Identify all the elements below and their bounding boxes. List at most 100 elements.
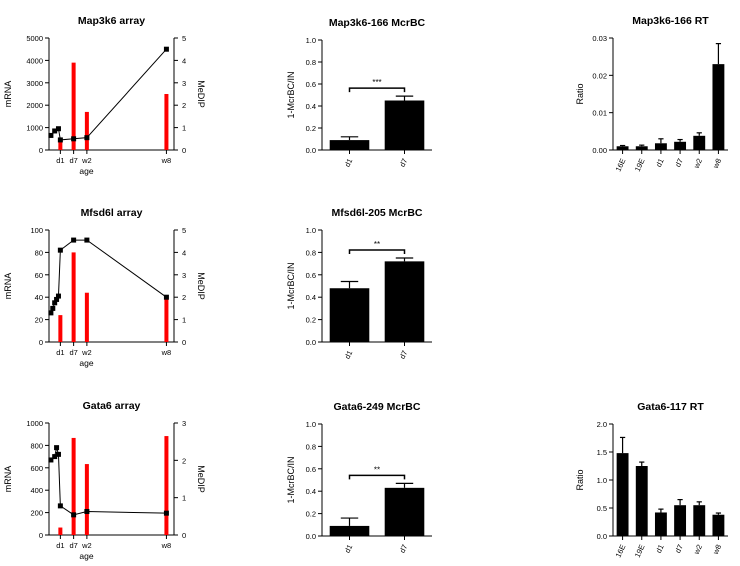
y-tick-label: 0.0 bbox=[306, 146, 316, 155]
significance-label: ** bbox=[374, 240, 380, 249]
medip-bar bbox=[84, 292, 89, 342]
x-tick-label: w2 bbox=[81, 156, 92, 165]
y-tick-label: 60 bbox=[35, 271, 43, 280]
chart-title: Gata6-117 RT bbox=[637, 401, 704, 413]
x-tick-label: w8 bbox=[161, 156, 172, 165]
mrna-point bbox=[55, 293, 61, 299]
mrna-point bbox=[52, 300, 58, 306]
significance-label: *** bbox=[372, 78, 381, 87]
y-tick-label: 20 bbox=[35, 316, 43, 325]
mrna-line bbox=[50, 48, 167, 141]
y-axis-label: 1-McrBC/IN bbox=[286, 457, 296, 504]
x-tick-label: w2 bbox=[691, 157, 704, 170]
y-tick-label: 200 bbox=[30, 509, 43, 518]
array-panel: Mfsd6l array 0 20 40 60 80 100 mRNA 0 1 2 3 4 5 MeDIP d… bbox=[3, 207, 206, 368]
y2-axis-label: MeDIP bbox=[196, 272, 206, 300]
y2-axis-label: MeDIP bbox=[196, 80, 206, 108]
bar bbox=[616, 146, 629, 150]
y-tick-label: 1.0 bbox=[306, 226, 316, 235]
mrna-point bbox=[48, 310, 54, 316]
y2-tick-label: 2 bbox=[182, 101, 186, 110]
y2-tick-label: 3 bbox=[182, 79, 186, 88]
y-axis-label: Ratio bbox=[575, 83, 585, 104]
y-tick-label: 4000 bbox=[26, 56, 43, 65]
y-tick-label: 0.6 bbox=[306, 465, 316, 474]
mrna-point bbox=[57, 247, 63, 253]
y-tick-label: 400 bbox=[30, 486, 43, 495]
y-axis-label: 1-McrBC/IN bbox=[286, 72, 296, 119]
y2-tick-label: 1 bbox=[182, 316, 186, 325]
mrna-line bbox=[50, 239, 167, 314]
mrna-point bbox=[48, 132, 54, 138]
x-tick-label: d1 bbox=[56, 541, 64, 550]
significance-label: ** bbox=[374, 465, 380, 474]
significance-bracket bbox=[348, 474, 406, 480]
y-tick-label: 1.5 bbox=[597, 448, 607, 457]
y-axis-label: mRNA bbox=[3, 466, 13, 493]
x-tick-label: d1 bbox=[654, 157, 666, 168]
bar bbox=[712, 514, 725, 536]
mrna-point bbox=[57, 137, 63, 143]
y-tick-label: 0.0 bbox=[306, 338, 316, 347]
mrna-point bbox=[163, 510, 169, 516]
y-tick-label: 0.0 bbox=[597, 532, 607, 541]
y-tick-label: 0.4 bbox=[306, 293, 316, 302]
y-tick-label: 0.01 bbox=[592, 109, 607, 118]
bar bbox=[654, 512, 667, 536]
bar bbox=[329, 525, 370, 536]
x-tick-label: d1 bbox=[56, 348, 64, 357]
y-tick-label: 0.2 bbox=[306, 316, 316, 325]
medip-bar bbox=[71, 62, 76, 150]
y-axis-label: Ratio bbox=[575, 469, 585, 490]
y-tick-label: 100 bbox=[30, 226, 43, 235]
y2-tick-label: 4 bbox=[182, 248, 186, 257]
mrna-point bbox=[55, 451, 61, 457]
mrna-point bbox=[55, 126, 61, 132]
y-tick-label: 0 bbox=[39, 531, 43, 540]
chart-title: Gata6-249 McrBC bbox=[334, 401, 421, 413]
x-tick-label: 19E bbox=[633, 157, 647, 173]
y-tick-label: 5000 bbox=[26, 34, 43, 43]
mrna-point bbox=[163, 294, 169, 300]
mrna-point bbox=[71, 512, 77, 518]
mrna-point bbox=[54, 296, 60, 302]
y-tick-label: 0.2 bbox=[306, 510, 316, 519]
y2-tick-label: 1 bbox=[182, 124, 186, 133]
x-tick-label: w8 bbox=[161, 348, 172, 357]
mrna-point bbox=[52, 454, 58, 460]
x-tick-label: d7 bbox=[398, 157, 410, 168]
y-tick-label: 2.0 bbox=[597, 420, 607, 429]
bar bbox=[384, 261, 425, 342]
y-tick-label: 0.6 bbox=[306, 80, 316, 89]
y-tick-label: 1000 bbox=[26, 419, 43, 428]
x-tick-label: d7 bbox=[69, 156, 77, 165]
medip-bar bbox=[58, 315, 63, 342]
x-tick-label: d7 bbox=[673, 157, 685, 168]
medip-bar bbox=[71, 437, 76, 535]
mrna-point bbox=[48, 457, 54, 463]
chart-title: Mfsd6l array bbox=[81, 207, 143, 219]
bar bbox=[674, 505, 687, 536]
mrna-point bbox=[50, 305, 56, 311]
y2-tick-label: 0 bbox=[182, 146, 186, 155]
x-tick-label: d1 bbox=[56, 156, 64, 165]
bar bbox=[635, 146, 648, 150]
medip-bar bbox=[164, 436, 169, 535]
chart-title: Map3k6-166 RT bbox=[632, 15, 709, 27]
x-axis-label: age bbox=[79, 551, 93, 561]
y-tick-label: 3000 bbox=[26, 79, 43, 88]
y2-tick-label: 3 bbox=[182, 271, 186, 280]
y-tick-label: 1.0 bbox=[597, 476, 607, 485]
significance-bracket bbox=[348, 87, 406, 93]
mrna-point bbox=[52, 128, 58, 134]
x-tick-label: d7 bbox=[398, 543, 410, 554]
bar bbox=[674, 141, 687, 150]
bar bbox=[329, 288, 370, 342]
y2-axis-label: MeDIP bbox=[196, 465, 206, 493]
x-tick-label: d1 bbox=[654, 543, 666, 554]
x-tick-label: w8 bbox=[711, 543, 724, 556]
x-tick-label: w2 bbox=[81, 541, 92, 550]
y-tick-label: 0.4 bbox=[306, 487, 316, 496]
y-tick-label: 2000 bbox=[26, 101, 43, 110]
